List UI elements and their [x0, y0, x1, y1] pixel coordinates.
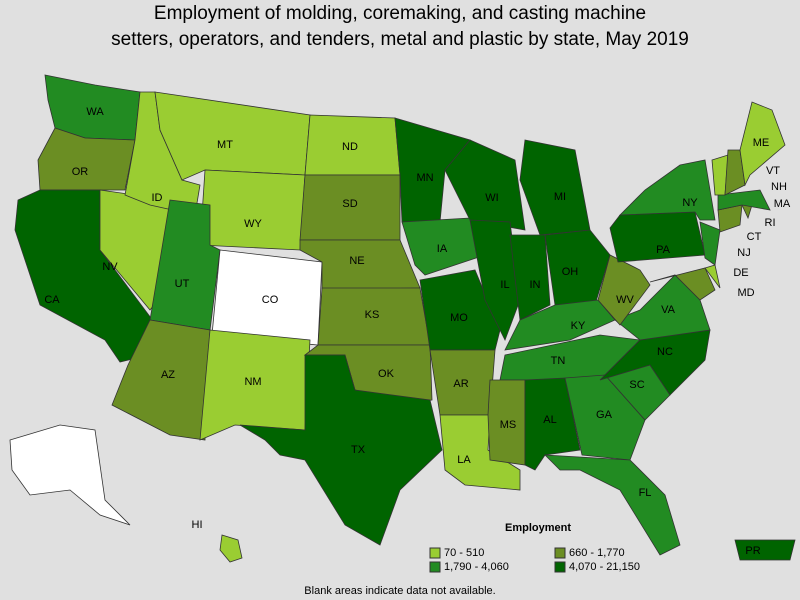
state-label: LA: [457, 454, 471, 466]
state-label: NJ: [737, 247, 750, 259]
state: [739, 101, 786, 187]
state-label: CT: [747, 231, 762, 243]
state: [544, 229, 611, 306]
state: [401, 217, 486, 276]
state-label: IA: [437, 243, 448, 255]
title: Employment of molding, coremaking, and c…: [154, 3, 646, 24]
state: [199, 169, 306, 251]
state-label: DE: [733, 267, 748, 279]
state-label: PR: [745, 545, 760, 557]
state-label: MI: [554, 191, 566, 203]
legend-swatch: [429, 561, 441, 573]
state-label: HI: [192, 519, 203, 531]
state: [419, 269, 501, 351]
state-label: GA: [596, 409, 613, 421]
state: [649, 267, 716, 301]
state-label: MS: [500, 419, 517, 431]
state-label: NV: [102, 261, 118, 273]
title: setters, operators, and tenders, metal a…: [111, 29, 689, 50]
state-label: WV: [616, 294, 634, 306]
state: [543, 454, 681, 556]
state: [9, 424, 131, 526]
legend-label: 1,790 - 4,060: [444, 561, 509, 573]
legend-swatch: [554, 547, 566, 559]
state: [741, 204, 753, 220]
state-label: MO: [450, 312, 468, 324]
state-label: PA: [656, 244, 671, 256]
state-label: NY: [682, 197, 698, 209]
state: [597, 254, 651, 326]
legend-label: 4,070 - 21,150: [569, 561, 640, 573]
state-label: VA: [661, 304, 676, 316]
state-label: SD: [342, 198, 357, 210]
state-label: MT: [217, 139, 233, 151]
state-label: OR: [72, 166, 89, 178]
state-label: WI: [485, 192, 498, 204]
state-label: RI: [765, 217, 776, 229]
state: [618, 159, 716, 221]
state-label: CA: [44, 294, 60, 306]
state-label: IN: [530, 279, 541, 291]
state: [509, 234, 551, 321]
state: [154, 91, 311, 181]
state-label: NM: [244, 376, 261, 388]
state: [734, 539, 796, 561]
state-label: ND: [342, 141, 358, 153]
state-label: ME: [753, 137, 770, 149]
state-label: TX: [351, 444, 366, 456]
legend-title: Employment: [505, 522, 571, 534]
state: [564, 374, 646, 461]
state-label: OK: [378, 368, 395, 380]
state-label: NC: [657, 346, 673, 358]
state-label: TN: [551, 355, 566, 367]
state: [219, 534, 243, 563]
state: [37, 127, 136, 191]
state-label: CO: [262, 294, 279, 306]
state: [704, 264, 721, 289]
state-label: WY: [244, 218, 262, 230]
state-label: MN: [416, 172, 433, 184]
note: Blank areas indicate data not available.: [304, 585, 495, 597]
state-label: KS: [365, 309, 380, 321]
legend-label: 660 - 1,770: [569, 547, 625, 559]
legend-swatch: [554, 561, 566, 573]
state-label: MA: [774, 198, 791, 210]
state-label: AL: [543, 414, 556, 426]
state-label: IL: [500, 279, 509, 291]
state-label: OH: [562, 266, 579, 278]
state-label: AR: [453, 378, 468, 390]
state-label: NH: [771, 181, 787, 193]
state: [469, 219, 521, 341]
state: [717, 189, 771, 211]
state-label: ID: [152, 192, 163, 204]
state-label: MD: [737, 287, 754, 299]
state-label: VT: [766, 165, 780, 177]
state-label: FL: [639, 487, 652, 499]
state: [609, 211, 706, 263]
state: [519, 139, 591, 236]
state: [487, 379, 526, 466]
state-label: AZ: [161, 369, 175, 381]
state-label: KY: [571, 320, 586, 332]
state: [444, 139, 526, 231]
state-label: UT: [175, 278, 190, 290]
state-label: SC: [629, 379, 644, 391]
legend-swatch: [429, 547, 441, 559]
state-label: WA: [86, 106, 104, 118]
state-label: NE: [349, 255, 364, 267]
state: [699, 221, 721, 266]
state: [239, 354, 443, 546]
legend-label: 70 - 510: [444, 547, 484, 559]
